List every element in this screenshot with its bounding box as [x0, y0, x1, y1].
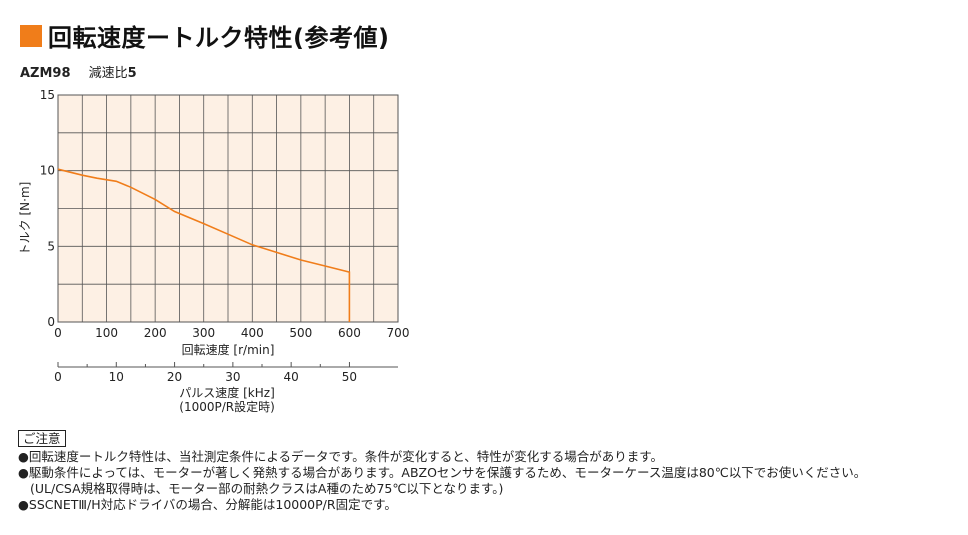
notes-section: ご注意 ●回転速度ートルク特性は、当社測定条件によるデータです。条件が変化すると… [18, 430, 866, 513]
pulse-tick-label: 0 [54, 370, 62, 384]
x-tick-label: 200 [144, 326, 167, 340]
pulse-tick-label: 50 [342, 370, 357, 384]
model-line: AZM98 減速比5 [20, 62, 137, 81]
pulse-tick-label: 30 [225, 370, 240, 384]
y-tick-label: 15 [40, 88, 55, 102]
y-axis-label: トルク [N·m] [18, 182, 32, 256]
x-tick-labels: 0 100 200 300 400 500 600 700 [54, 326, 409, 340]
pulse-speed-axis: 0 10 20 30 40 50 [54, 362, 398, 384]
x-tick-label: 400 [241, 326, 264, 340]
y-tick-label: 0 [47, 315, 55, 329]
model-name: AZM98 [20, 66, 71, 81]
y-tick-labels: 0 5 10 15 [40, 88, 55, 329]
note-line-4: ●SSCNETⅢ/H対応ドライバの場合、分解能は10000P/R固定です。 [18, 497, 397, 512]
ratio-label: 減速比 [88, 66, 128, 81]
title-marker-icon [20, 24, 42, 47]
note-line-2: ●駆動条件によっては、モーターが著しく発熱する場合があります。ABZOセンサを保… [18, 465, 867, 480]
note-line-1: ●回転速度ートルク特性は、当社測定条件によるデータです。条件が変化すると、特性が… [18, 449, 664, 464]
x-tick-label: 500 [289, 326, 312, 340]
x-tick-label: 600 [338, 326, 361, 340]
torque-curve [57, 168, 351, 322]
title-block: 回転速度ートルク特性(参考値) [20, 18, 389, 53]
pulse-tick-label: 40 [284, 370, 299, 384]
x-tick-label: 700 [387, 326, 410, 340]
x-tick-label: 100 [95, 326, 118, 340]
pulse-tick-label: 10 [109, 370, 124, 384]
x-tick-label: 0 [54, 326, 62, 340]
x-tick-label: 300 [192, 326, 215, 340]
y-tick-label: 5 [47, 239, 55, 253]
notes-header: ご注意 [18, 430, 66, 447]
ratio-value: 5 [127, 66, 137, 81]
pulse-axis-sublabel: (1000P/R設定時) [179, 399, 275, 414]
note-line-3: (UL/CSA規格取得時は、モーター部の耐熱クラスはA種のため75℃以下となりま… [30, 481, 504, 496]
pulse-axis-label: パルス速度 [kHz] [179, 385, 274, 400]
x-axis-label: 回転速度 [r/min] [182, 342, 275, 357]
pulse-tick-label: 20 [167, 370, 182, 384]
y-tick-label: 10 [40, 164, 55, 178]
page-title: 回転速度ートルク特性(参考値) [48, 24, 390, 52]
